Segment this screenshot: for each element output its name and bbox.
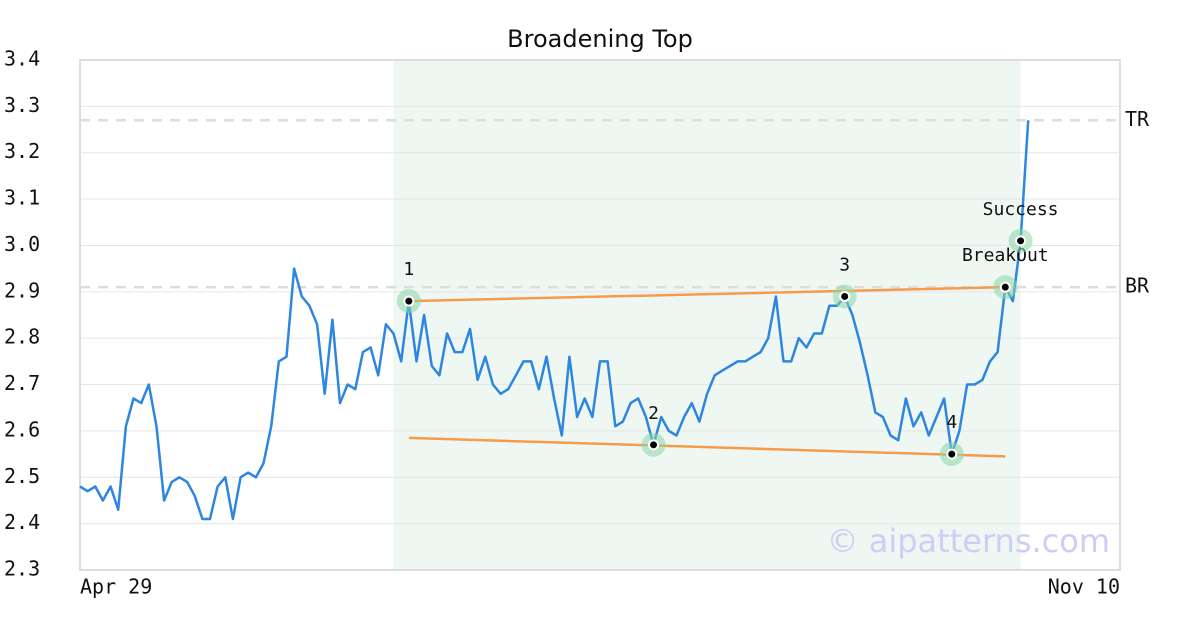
y-tick-label: 2.7 [4,371,40,395]
marker-label: BreakOut [962,245,1049,266]
watermark: © aipatterns.com [827,522,1110,560]
trend-line [408,436,1006,458]
marker-dot [946,448,958,460]
marker-dot [403,295,415,307]
y-tick-label: 3.2 [4,139,40,163]
chart-title: Broadening Top [507,25,693,53]
plot-frame [79,59,1121,571]
y-tick-label: 3.3 [4,93,40,117]
marker-label: 2 [648,403,659,424]
level-label: TR [1125,107,1150,131]
x-tick-label: Apr 29 [80,575,152,599]
marker-label: 1 [403,259,414,280]
level-label: BR [1125,274,1150,298]
y-tick-label: 2.6 [4,417,40,441]
y-tick-label: 3.0 [4,232,40,256]
trend-line [408,285,1006,303]
marker-dot [1015,235,1027,247]
y-tick-label: 2.9 [4,278,40,302]
x-tick-label: Nov 10 [1048,575,1120,599]
marker-label: 4 [946,412,957,433]
marker-dot [648,439,660,451]
marker-label: 3 [839,254,850,275]
y-tick-label: 2.5 [4,464,40,488]
y-tick-label: 2.3 [4,557,40,581]
y-tick-label: 3.1 [4,186,40,210]
y-tick-label: 2.4 [4,510,40,534]
marker-dot [839,290,851,302]
marker-label: Success [983,199,1059,220]
pattern-region [393,60,1021,570]
y-tick-label: 2.8 [4,325,40,349]
y-tick-label: 3.4 [4,47,40,71]
marker-dot [999,281,1011,293]
price-line [79,120,1030,521]
